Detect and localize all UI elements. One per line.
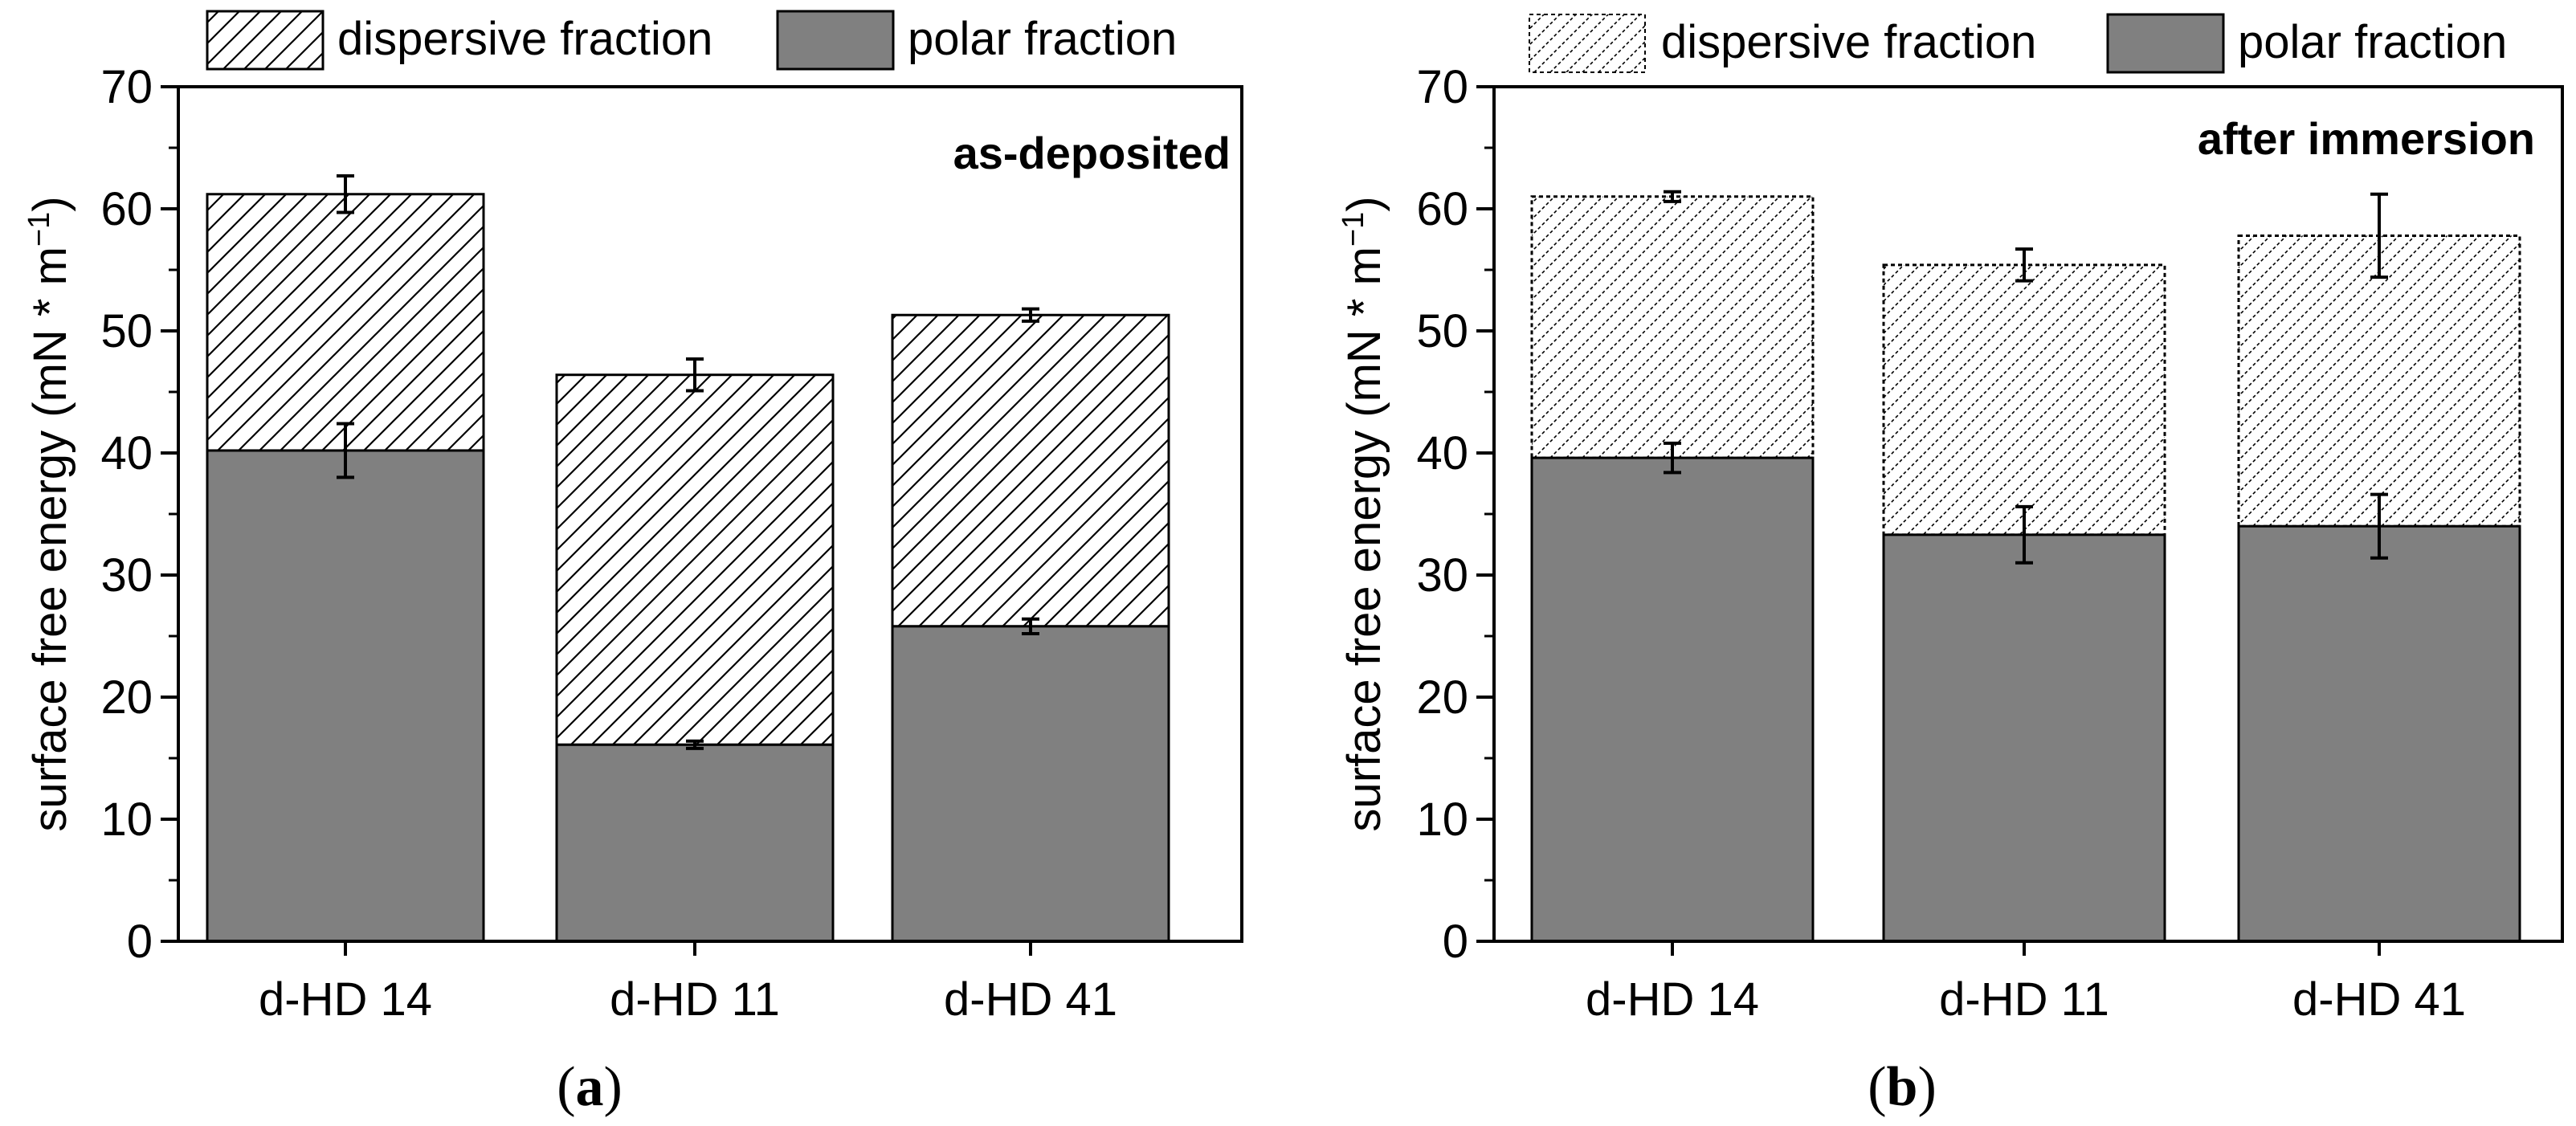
legend-swatch-dispersive (1529, 14, 1646, 73)
error-bar-polar (2015, 504, 2033, 565)
y-tick-label: 20 (100, 671, 153, 724)
error-bar-dispersive (686, 357, 704, 393)
bar-polar-d-hd-11 (555, 743, 835, 943)
legend-label-polar: polar fraction (908, 13, 1177, 65)
x-tick-label: d-HD 11 (1939, 973, 2109, 1026)
y-tick-label: 60 (1416, 183, 1468, 235)
error-bars (1664, 190, 2388, 565)
x-tick-label: d-HD 14 (259, 973, 432, 1026)
bar-polar-d-hd-11 (1882, 533, 2166, 943)
error-bar-polar (2370, 492, 2388, 560)
panel-annotation: after immersion (2198, 113, 2535, 164)
y-tick-label: 50 (1416, 305, 1468, 357)
y-tick-label: 10 (100, 794, 153, 846)
bar-dispersive-d-hd-11 (555, 373, 835, 746)
bar-polar-d-hd-41 (891, 625, 1170, 943)
y-tick-label: 0 (1443, 916, 1468, 968)
x-axis-ticks: d-HD 14 d-HD 11 d-HD 41 (259, 941, 1117, 1026)
legend-label-polar: polar fraction (2238, 16, 2507, 68)
error-bar-polar (686, 739, 704, 750)
y-tick-label: 40 (100, 427, 153, 479)
bar-polar-d-hd-14 (1530, 456, 1815, 943)
x-axis-ticks: d-HD 14 d-HD 11 d-HD 41 (1586, 941, 2466, 1026)
panel-caption: (a) (557, 1056, 623, 1118)
y-tick-label: 70 (100, 61, 153, 113)
error-bar-polar (1022, 617, 1039, 635)
bar-dispersive-d-hd-14 (206, 193, 485, 452)
legend-swatch-polar (2106, 13, 2225, 74)
legend-swatch-dispersive (206, 10, 325, 71)
y-tick-label: 60 (100, 183, 153, 235)
bar-dispersive-d-hd-14 (1530, 195, 1815, 459)
legend: dispersive fraction polar fraction (1529, 13, 2507, 74)
legend-label-dispersive: dispersive fraction (337, 13, 712, 65)
panel-annotation: as-deposited (953, 128, 1231, 178)
x-tick-label: d-HD 14 (1586, 973, 1759, 1026)
y-axis-label: surface free energy (mN * m−1) (22, 196, 76, 831)
y-tick-label: 20 (1416, 671, 1468, 724)
panel-caption: (b) (1868, 1056, 1937, 1118)
error-bar-dispersive (1664, 190, 1681, 203)
panel-after-immersion: dispersive fraction polar fraction 0 10 20… (1337, 13, 2564, 1118)
y-axis-ticks: 0 10 20 30 40 50 60 70 (100, 61, 178, 968)
y-tick-label: 50 (100, 305, 153, 357)
bar-dispersive-d-hd-41 (891, 313, 1170, 628)
bar-dispersive-d-hd-41 (2237, 234, 2521, 528)
legend-label-dispersive: dispersive fraction (1661, 16, 2036, 68)
y-tick-label: 0 (127, 916, 153, 968)
legend: dispersive fraction polar fraction (206, 10, 1177, 71)
legend-swatch-polar (776, 10, 895, 71)
y-axis-label: surface free energy (mN * m−1) (1337, 196, 1390, 831)
error-bar-dispersive (1022, 307, 1039, 323)
error-bar-dispersive (2370, 192, 2388, 279)
error-bar-dispersive (2015, 247, 2033, 283)
y-tick-label: 30 (100, 549, 153, 602)
y-tick-label: 70 (1416, 61, 1468, 113)
error-bars (337, 173, 1039, 750)
y-tick-label: 10 (1416, 794, 1468, 846)
bars (1530, 195, 2521, 943)
bar-polar-d-hd-14 (206, 449, 485, 943)
bar-dispersive-d-hd-11 (1882, 263, 2166, 536)
bar-polar-d-hd-41 (2237, 524, 2521, 943)
panel-as-deposited: dispersive fraction polar fraction 0 10 20… (22, 10, 1243, 1118)
x-tick-label: d-HD 41 (2292, 973, 2466, 1026)
error-bar-dispersive (337, 173, 354, 214)
y-tick-label: 30 (1416, 549, 1468, 602)
x-tick-label: d-HD 11 (610, 973, 780, 1026)
y-tick-label: 40 (1416, 427, 1468, 479)
x-tick-label: d-HD 41 (944, 973, 1117, 1026)
y-axis-ticks: 0 10 20 30 40 50 60 70 (1416, 61, 1494, 968)
error-bar-polar (1664, 441, 1681, 475)
bars (206, 193, 1170, 943)
error-bar-polar (337, 422, 354, 479)
